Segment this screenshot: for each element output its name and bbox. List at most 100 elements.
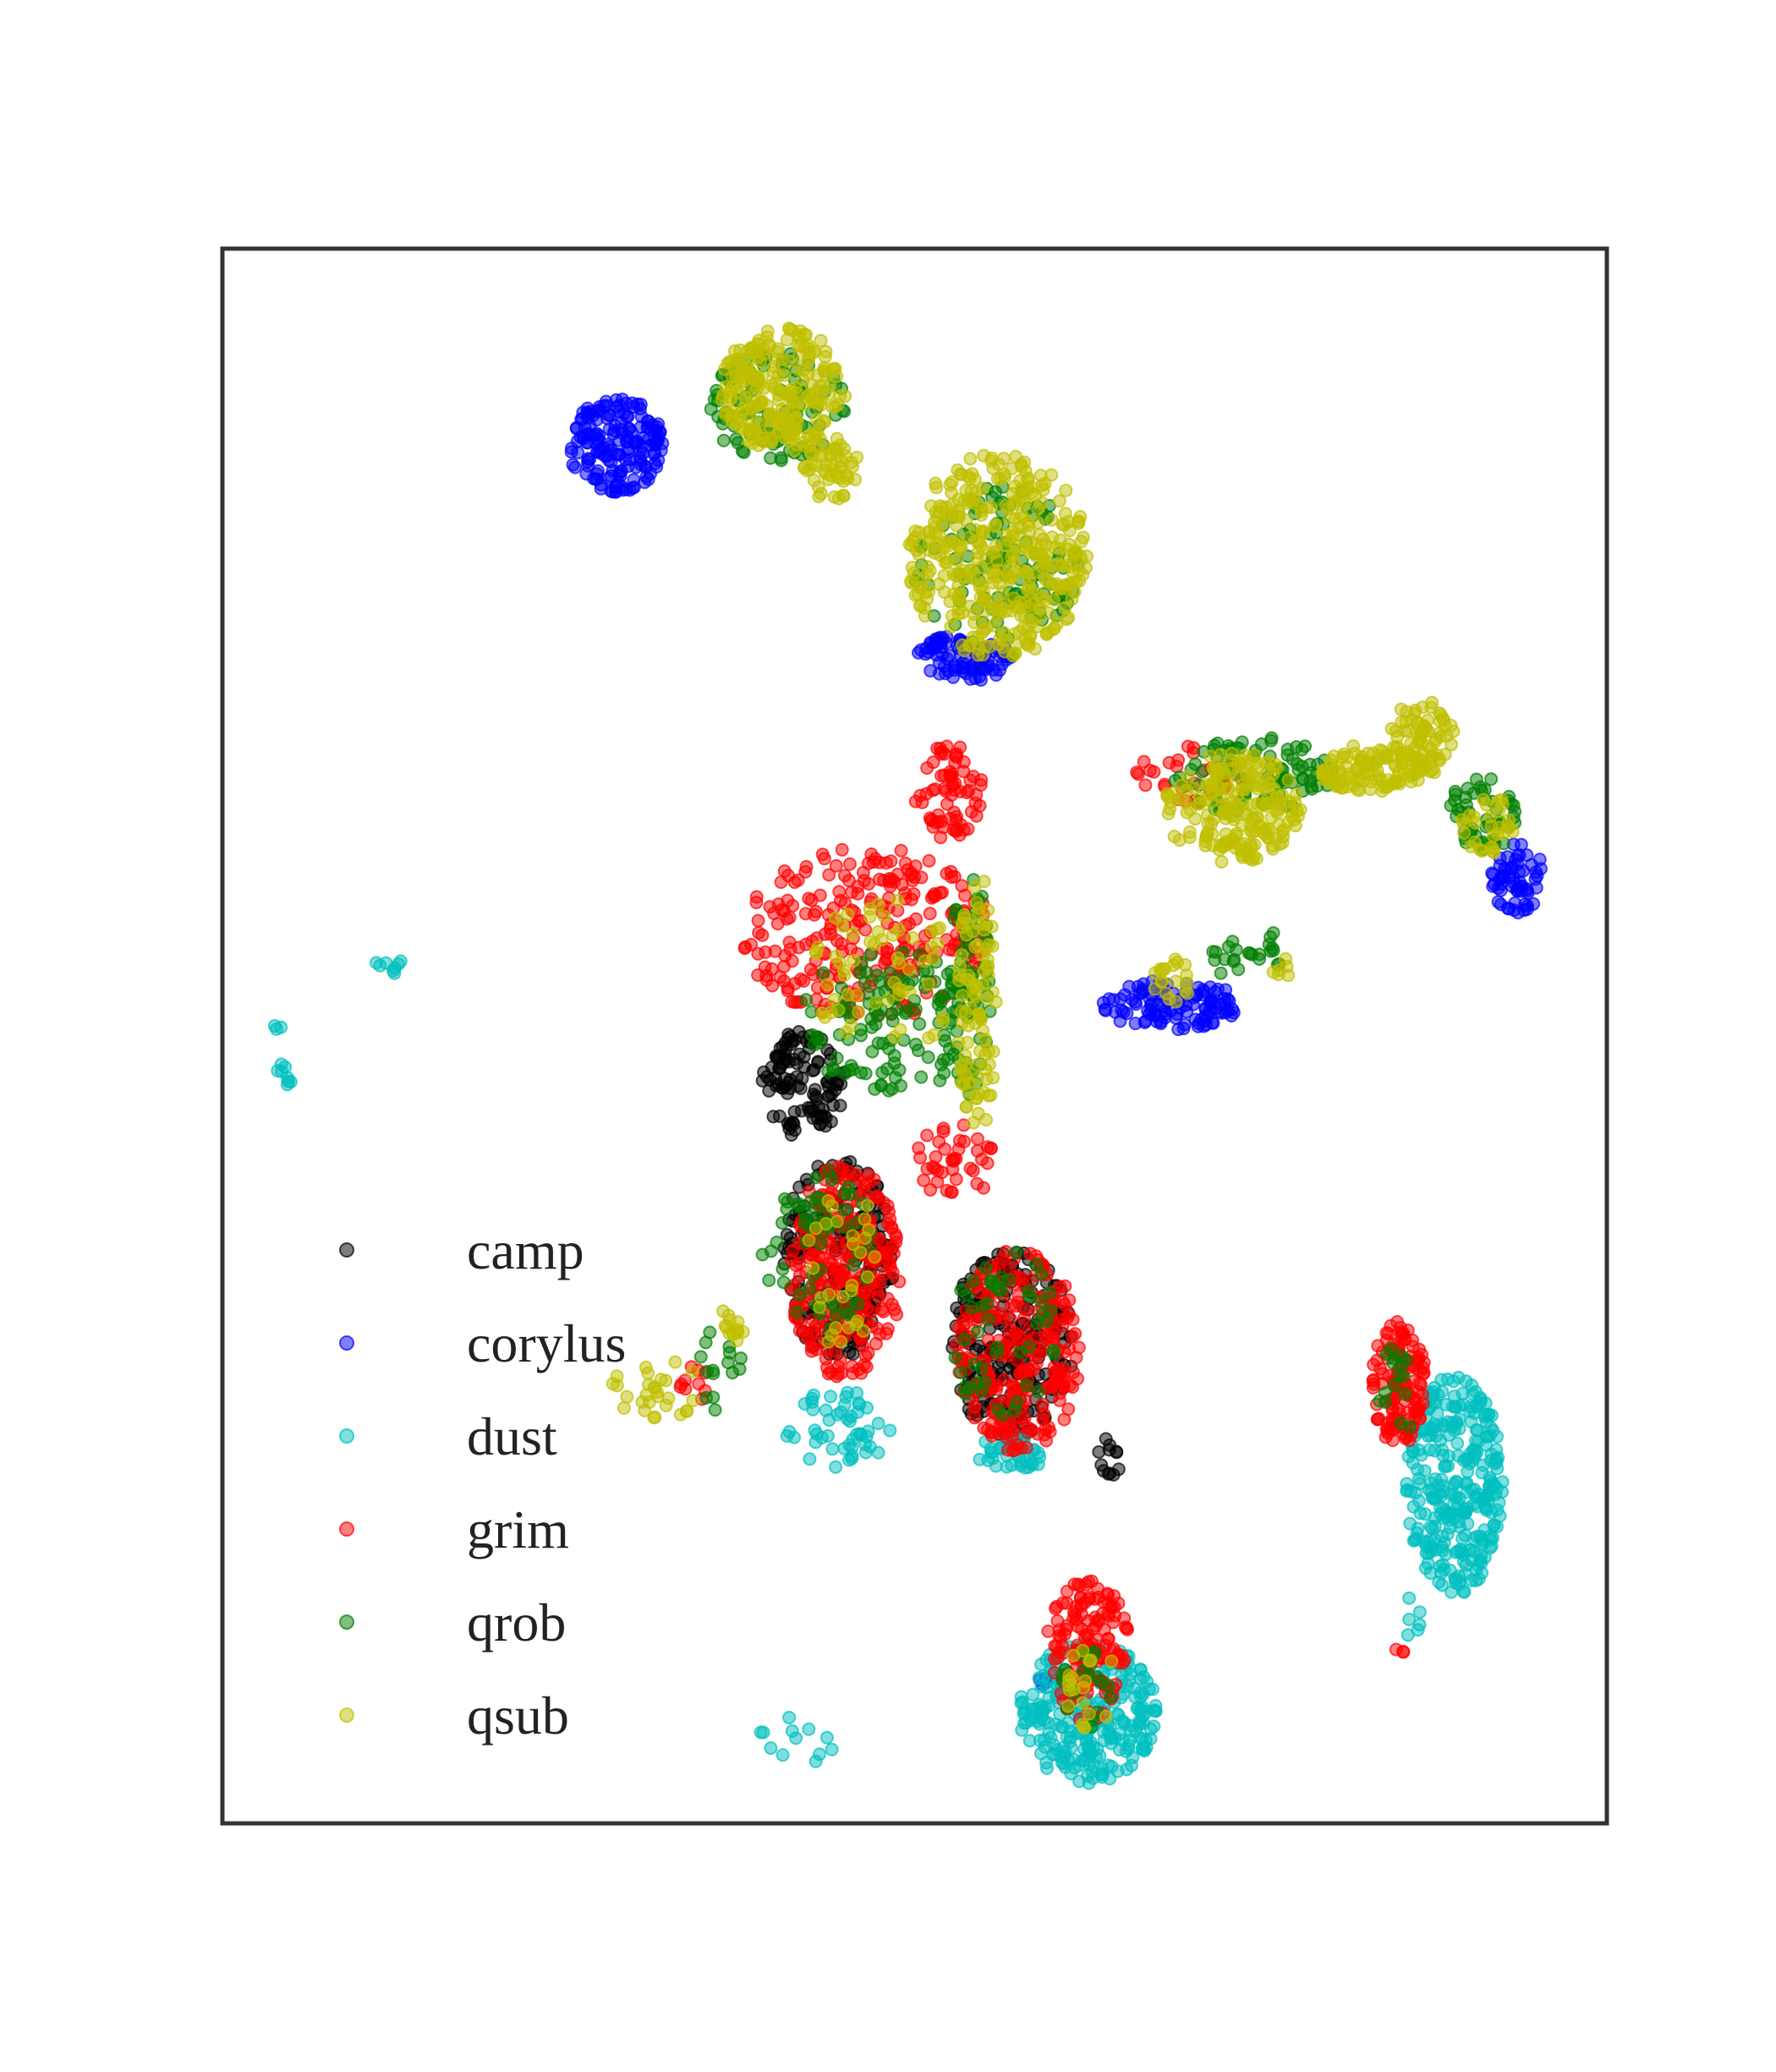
legend-marker-qsub bbox=[339, 1707, 354, 1723]
point-qrob-12-1 bbox=[1398, 1387, 1412, 1401]
point-qsub-1-338 bbox=[1009, 449, 1023, 463]
point-qsub-0-189 bbox=[785, 323, 799, 337]
point-grim-0-173 bbox=[822, 868, 836, 882]
point-grim-0-150 bbox=[773, 970, 787, 984]
point-qsub-9-32 bbox=[820, 978, 835, 992]
point-qsub-6-23 bbox=[1475, 844, 1489, 858]
point-qrob-7-45 bbox=[975, 1299, 989, 1313]
point-grim-1-67 bbox=[944, 770, 958, 784]
point-qsub-13-8 bbox=[1105, 1654, 1119, 1669]
point-qsub-3-70 bbox=[1167, 830, 1181, 843]
point-corylus-1-89 bbox=[929, 648, 944, 662]
point-grim-7-15 bbox=[970, 1176, 984, 1191]
point-qrob-4-112 bbox=[921, 1050, 935, 1065]
point-qsub-13-9 bbox=[1082, 1707, 1096, 1721]
point-qsub-12-27 bbox=[868, 1250, 882, 1264]
point-qsub-8-55 bbox=[976, 1023, 990, 1038]
point-qsub-3-129 bbox=[1262, 776, 1276, 790]
point-grim-0-248 bbox=[857, 874, 871, 888]
point-grim-0-137 bbox=[737, 941, 752, 956]
point-qrob-8-6 bbox=[1221, 940, 1236, 954]
point-qsub-2-38 bbox=[807, 474, 821, 488]
point-qsub-3-175 bbox=[1213, 838, 1227, 852]
point-dust-0-208 bbox=[1452, 1577, 1466, 1592]
point-dust-1-249 bbox=[1016, 1695, 1030, 1709]
point-dust-0-251 bbox=[1410, 1462, 1424, 1477]
point-qrob-7-43 bbox=[960, 1288, 974, 1302]
point-qsub-10-13 bbox=[606, 1377, 620, 1391]
point-corylus-0-153 bbox=[579, 467, 594, 481]
point-qrob-4-6 bbox=[914, 1070, 929, 1084]
point-qrob-6-43 bbox=[809, 1190, 824, 1204]
point-grim-0-10 bbox=[829, 858, 843, 873]
point-qsub-0-180 bbox=[718, 362, 732, 376]
point-qsub-1-367 bbox=[945, 507, 959, 521]
point-grim-2-244 bbox=[830, 1235, 845, 1249]
point-qsub-3-194 bbox=[1262, 754, 1276, 769]
point-qsub-1-4 bbox=[1052, 494, 1066, 508]
point-grim-0-254 bbox=[955, 879, 969, 893]
point-qsub-3-170 bbox=[1216, 806, 1231, 820]
point-corylus-1-82 bbox=[959, 666, 973, 681]
point-corylus-0-155 bbox=[577, 430, 591, 444]
point-dust-0-247 bbox=[1400, 1483, 1414, 1498]
point-grim-4-124 bbox=[1402, 1433, 1417, 1448]
point-corylus-3-59 bbox=[1515, 879, 1529, 893]
point-qsub-3-196 bbox=[1236, 778, 1249, 792]
point-qsub-3-172 bbox=[1235, 848, 1249, 862]
point-dust-1-256 bbox=[1142, 1682, 1156, 1697]
point-qsub-14-3 bbox=[1266, 965, 1280, 979]
point-qsub-10-27 bbox=[650, 1384, 664, 1399]
point-dust-2-49 bbox=[852, 1397, 867, 1411]
point-qsub-9-43 bbox=[827, 993, 841, 1006]
point-qrob-0-80 bbox=[764, 451, 778, 465]
point-grim-3-253 bbox=[957, 1314, 971, 1329]
point-grim-0-253 bbox=[786, 898, 800, 913]
point-qsub-3-192 bbox=[1206, 775, 1220, 789]
point-qsub-9-49 bbox=[852, 1005, 866, 1019]
point-qrob-4-10 bbox=[804, 1005, 819, 1019]
point-qrob-6-54 bbox=[841, 1180, 856, 1194]
point-dust-1-219 bbox=[1135, 1731, 1149, 1746]
point-grim-4-126 bbox=[1411, 1402, 1426, 1417]
point-grim-0-258 bbox=[927, 887, 941, 901]
point-grim-2-212 bbox=[875, 1302, 889, 1317]
point-qsub-12-24 bbox=[802, 1233, 816, 1247]
legend-marker-dust bbox=[339, 1428, 354, 1444]
point-qsub-9-41 bbox=[824, 1006, 838, 1020]
point-dust-4-2 bbox=[373, 958, 387, 973]
point-qsub-12-17 bbox=[819, 1217, 833, 1231]
point-grim-0-225 bbox=[838, 896, 852, 911]
point-grim-3-132 bbox=[1057, 1412, 1072, 1427]
point-grim-7-37 bbox=[929, 1150, 943, 1164]
point-qsub-4-77 bbox=[1339, 759, 1353, 774]
point-qsub-8-45 bbox=[986, 1044, 1000, 1059]
point-grim-0-185 bbox=[909, 912, 924, 926]
point-qrob-7-41 bbox=[1031, 1384, 1045, 1399]
point-qsub-5-68 bbox=[1433, 714, 1447, 728]
point-camp-0-88 bbox=[797, 1050, 811, 1064]
point-qsub-10-25 bbox=[680, 1404, 694, 1418]
point-dust-0-275 bbox=[1465, 1378, 1479, 1392]
point-qsub-5-67 bbox=[1415, 700, 1429, 715]
point-qrob-7-40 bbox=[1009, 1245, 1023, 1259]
point-grim-1-64 bbox=[935, 744, 949, 759]
point-qsub-3-178 bbox=[1204, 817, 1219, 831]
point-dust-2-44 bbox=[805, 1391, 819, 1406]
point-qsub-0-152 bbox=[818, 365, 832, 379]
point-dust-7-0 bbox=[825, 1742, 839, 1757]
point-dust-0-260 bbox=[1423, 1519, 1438, 1533]
point-grim-3-256 bbox=[1021, 1425, 1035, 1439]
point-qsub-1-366 bbox=[962, 492, 976, 507]
point-qsub-1-332 bbox=[920, 567, 935, 582]
point-qsub-8-88 bbox=[969, 1091, 984, 1105]
point-qrob-3-28 bbox=[1469, 772, 1483, 787]
plot-area-background bbox=[222, 249, 1607, 1823]
point-qsub-10-26 bbox=[641, 1366, 655, 1380]
point-qsub-0-204 bbox=[742, 425, 756, 439]
point-qsub-8-87 bbox=[954, 1064, 968, 1077]
point-qsub-2-49 bbox=[824, 449, 838, 463]
point-dust-1-254 bbox=[1050, 1742, 1064, 1757]
point-dust-8-5 bbox=[1411, 1623, 1425, 1637]
point-dust-2-26 bbox=[871, 1445, 885, 1460]
